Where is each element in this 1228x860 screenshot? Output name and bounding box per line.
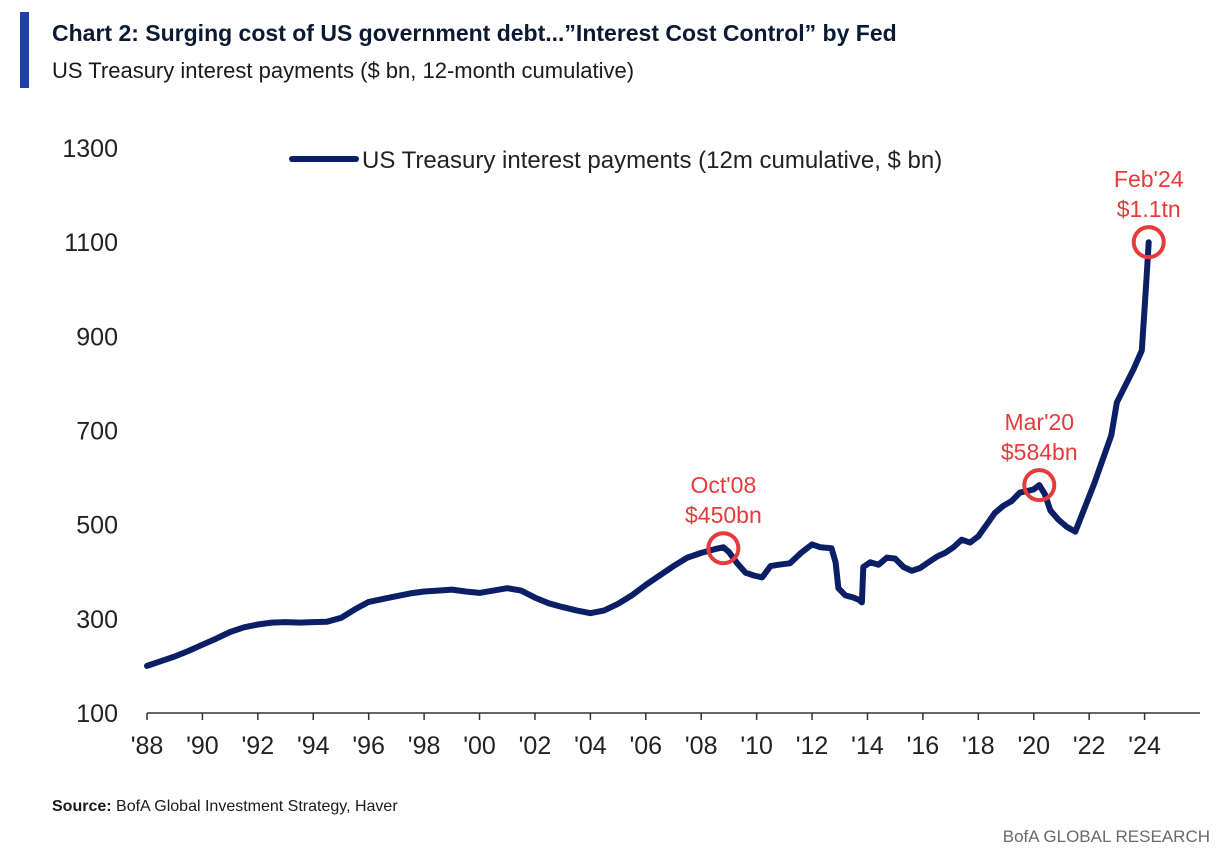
y-tick-label: 300: [76, 606, 118, 634]
annotation-value: $584bn: [1001, 439, 1078, 465]
chart-subtitle: US Treasury interest payments ($ bn, 12-…: [52, 58, 635, 83]
annotation-value: $1.1tn: [1117, 196, 1181, 222]
brand-label: BofA GLOBAL RESEARCH: [1002, 827, 1210, 846]
y-tick-label: 100: [76, 700, 118, 728]
x-tick-label: '14: [851, 732, 884, 760]
y-tick-label: 700: [76, 418, 118, 446]
source-note: Source: BofA Global Investment Strategy,…: [52, 798, 398, 816]
source-label: Source:: [52, 798, 112, 815]
x-tick-label: '06: [629, 732, 662, 760]
annotation-date: Oct'08: [690, 472, 756, 498]
annotation-value: $450bn: [685, 502, 762, 528]
annotation-circle: [1131, 225, 1166, 260]
annotation-date: Mar'20: [1004, 409, 1074, 435]
x-tick-label: '10: [740, 732, 773, 760]
line-chart: 100 300 500 700 900 1100 1300 '88 '90 '92 '94 '96 '9…: [62, 135, 1200, 760]
x-tick-label: '90: [186, 732, 219, 760]
chart-title: Chart 2: Surging cost of US government d…: [52, 20, 897, 46]
x-tick-label: '16: [907, 732, 940, 760]
y-tick-label: 500: [76, 512, 118, 540]
x-tick-label: '08: [685, 732, 718, 760]
y-tick-label: 900: [76, 323, 118, 351]
x-tick-label: '18: [962, 732, 995, 760]
source-text: BofA Global Investment Strategy, Haver: [116, 798, 398, 815]
x-tick-label: '88: [131, 732, 164, 760]
x-tick-label: '12: [796, 732, 829, 760]
y-tick-label: 1100: [64, 229, 118, 257]
x-tick-label: '20: [1017, 732, 1050, 760]
x-tick-label: '00: [463, 732, 496, 760]
annotation-circle: [706, 531, 741, 566]
annotation-circle: [1022, 468, 1057, 503]
x-tick-label: '98: [408, 732, 441, 760]
y-tick-label: 1300: [62, 135, 118, 163]
x-tick-label: '02: [519, 732, 552, 760]
x-tick-label: '96: [352, 732, 385, 760]
x-tick-label: '04: [574, 732, 607, 760]
x-tick-label: '24: [1128, 732, 1161, 760]
title-accent-bar: [20, 12, 29, 88]
legend-label: US Treasury interest payments (12m cumul…: [362, 147, 942, 174]
x-tick-label: '92: [242, 732, 275, 760]
annotation-date: Feb'24: [1114, 166, 1184, 192]
x-tick-label: '94: [297, 732, 330, 760]
x-tick-label: '22: [1073, 732, 1106, 760]
series-line: [144, 239, 1152, 669]
